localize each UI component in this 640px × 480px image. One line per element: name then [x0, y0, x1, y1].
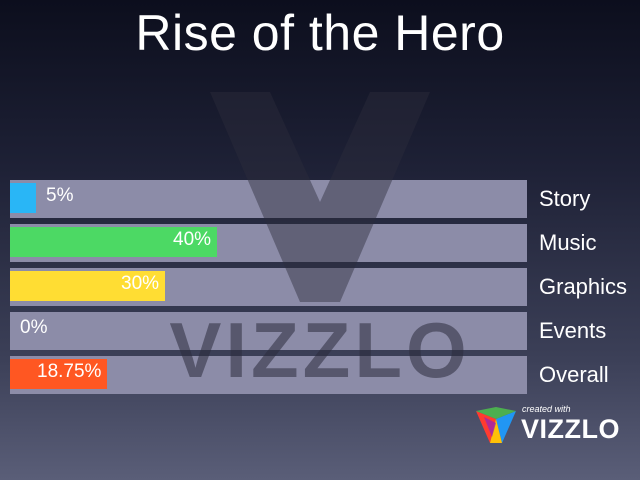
bar-value-label: 0% — [20, 317, 48, 338]
vizzlo-brand[interactable]: created with VIZZLO — [474, 403, 624, 447]
bar-value-label: 40% — [173, 229, 212, 250]
bar-value-label: 18.75% — [37, 361, 102, 382]
bar — [10, 271, 165, 301]
bar — [10, 227, 217, 257]
brand-name: VIZZLO — [521, 414, 620, 444]
page-title: Rise of the Hero — [135, 5, 505, 61]
bar — [10, 359, 107, 389]
bar — [10, 183, 36, 213]
bar-value-label: 5% — [46, 185, 74, 206]
category-label: Story — [539, 186, 591, 211]
category-label: Graphics — [539, 274, 628, 299]
bar-value-label: 30% — [121, 273, 160, 294]
bar-track — [10, 180, 527, 218]
category-label: Music — [539, 230, 597, 255]
category-label: Events — [539, 318, 607, 343]
vizzlo-logo-icon — [476, 407, 516, 443]
category-label: Overall — [539, 362, 609, 387]
bar-track — [10, 312, 527, 350]
brand-created-with: created with — [522, 404, 571, 414]
